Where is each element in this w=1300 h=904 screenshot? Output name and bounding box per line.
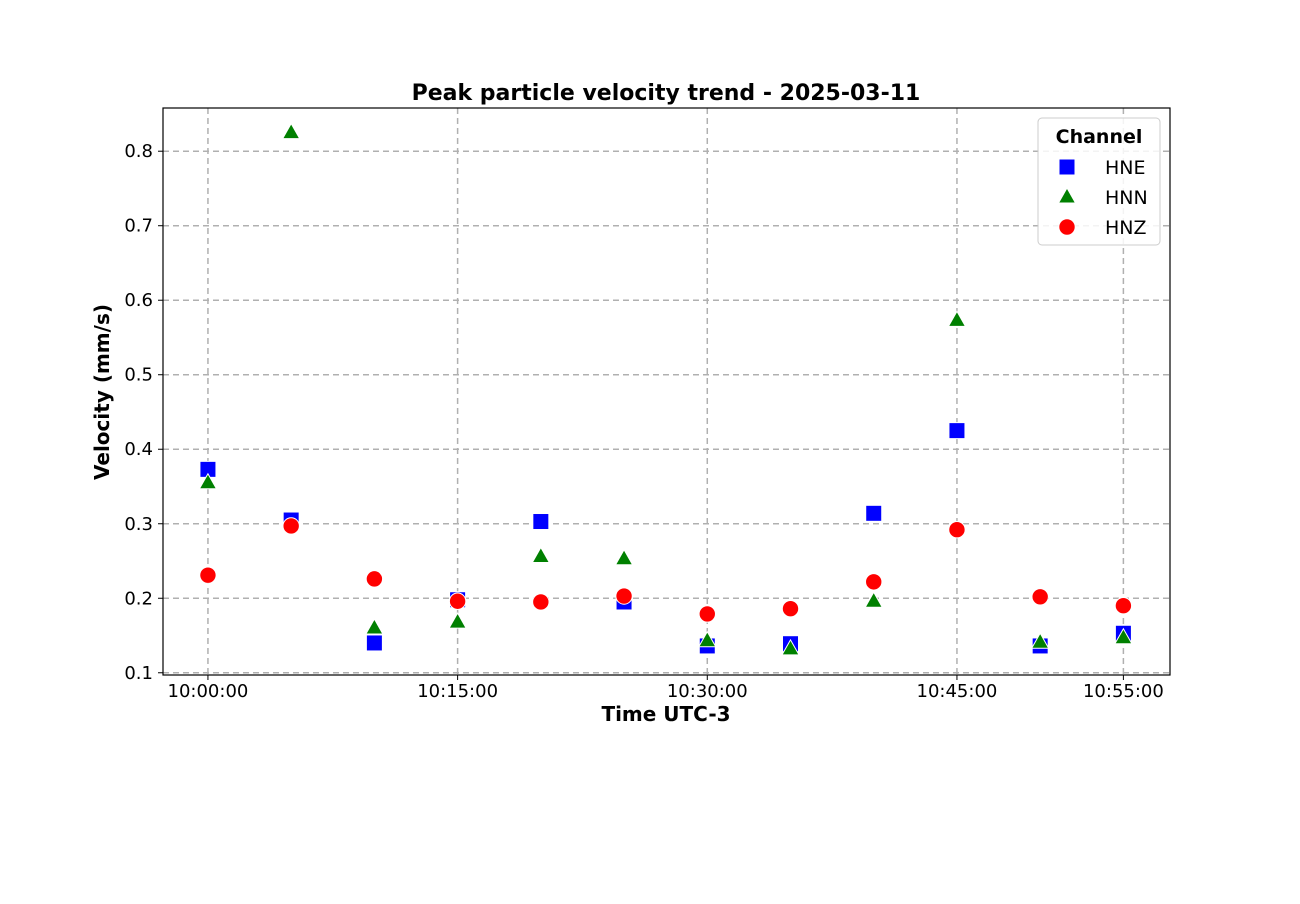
x-axis-label: Time UTC-3 — [601, 702, 730, 726]
data-point-hnn — [947, 310, 967, 327]
data-points — [198, 122, 1133, 656]
data-point-hnz — [865, 573, 883, 591]
y-tick-label: 0.5 — [124, 365, 153, 386]
data-point-hnz — [532, 593, 550, 611]
data-point-hnn — [281, 122, 301, 140]
data-point-hnz — [199, 566, 217, 584]
y-tick-label: 0.3 — [124, 514, 153, 535]
legend-title: Channel — [1056, 126, 1143, 148]
data-point-hnz — [948, 521, 966, 539]
data-point-hnz — [448, 592, 467, 610]
legend-box — [1037, 117, 1161, 246]
series-hnz — [199, 517, 1133, 623]
series-hnn-extra — [281, 122, 301, 140]
x-tick-label: 10:00:00 — [168, 681, 249, 702]
x-tick-label: 10:55:00 — [1083, 681, 1164, 702]
y-tick-label: 0.8 — [124, 141, 153, 162]
data-point-hnz — [1031, 588, 1049, 606]
data-point-hnn — [697, 630, 717, 648]
legend-label-hnn: HNN — [1105, 187, 1148, 209]
data-point-hne — [532, 513, 550, 531]
y-tick-label: 0.1 — [124, 663, 153, 684]
data-point-hnn — [448, 612, 467, 629]
legend-marker-hnz — [1058, 218, 1076, 236]
data-point-hnz — [698, 605, 716, 623]
data-point-hnz — [781, 599, 800, 618]
data-point-hnn — [781, 638, 800, 656]
data-point-hnn — [198, 472, 218, 490]
data-point-hnz — [365, 570, 384, 588]
data-point-hnn — [1030, 632, 1050, 649]
legend-marker-hnn — [1057, 186, 1077, 204]
legend-label-hnz: HNZ — [1105, 217, 1147, 239]
data-point-hnn — [1114, 627, 1133, 645]
legend-label-hne: HNE — [1105, 157, 1146, 179]
y-axis-ticks: 0.1 0.2 0.3 0.4 0.5 0.6 0.7 0.8 — [124, 141, 163, 684]
legend-marker-hne — [1058, 158, 1076, 176]
y-tick-label: 0.7 — [124, 216, 153, 237]
data-point-hnn — [864, 591, 884, 608]
x-tick-label: 10:30:00 — [667, 681, 748, 702]
y-axis-label: Velocity (mm/s) — [90, 304, 114, 480]
legend-entries: HNE HNN HNZ — [1057, 157, 1148, 239]
data-point-hnn — [365, 618, 384, 635]
grid-lines — [163, 108, 1170, 675]
legend: Channel HNE HNN HNZ — [1037, 117, 1161, 246]
chart-title: Peak particle velocity trend - 2025-03-1… — [412, 81, 921, 106]
x-axis-ticks: 10:00:00 10:15:00 10:30:00 10:45:00 10:55:00 — [168, 675, 1164, 702]
x-tick-label: 10:45:00 — [917, 681, 998, 702]
data-point-hnz — [615, 587, 633, 605]
series-hnn — [198, 310, 1133, 656]
data-point-hnn — [614, 548, 634, 566]
y-tick-label: 0.6 — [124, 290, 153, 311]
y-tick-label: 0.4 — [124, 439, 153, 460]
data-point-hnz — [1114, 597, 1133, 615]
data-point-hne — [865, 504, 883, 522]
x-tick-label: 10:15:00 — [417, 681, 498, 702]
series-hne — [199, 422, 1132, 655]
data-point-hnn — [531, 546, 551, 564]
plot-frame — [162, 107, 1171, 676]
y-tick-label: 0.2 — [124, 588, 153, 609]
data-point-hnz — [282, 517, 300, 535]
data-point-hne — [948, 422, 966, 440]
data-point-hne — [365, 634, 383, 652]
